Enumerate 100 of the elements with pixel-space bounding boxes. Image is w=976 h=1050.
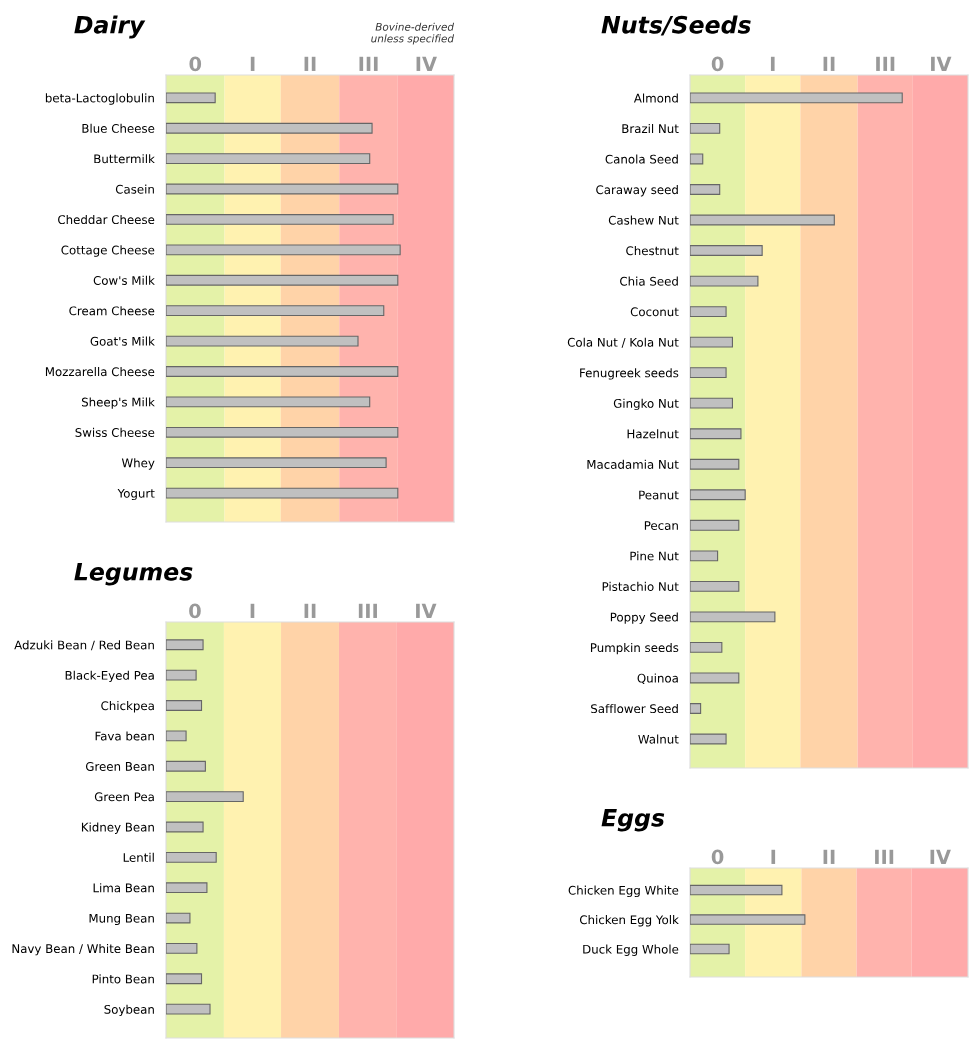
bar <box>166 882 208 894</box>
y-tick-label: Green Bean <box>85 761 154 771</box>
y-tick-label: Cream Cheese <box>69 306 155 316</box>
bar <box>166 730 187 742</box>
bar <box>166 426 399 438</box>
bar <box>690 458 740 470</box>
band-label: II <box>304 603 316 618</box>
y-tick-label: Fava bean <box>95 731 154 741</box>
bar <box>690 611 776 623</box>
bar <box>166 487 399 499</box>
y-tick-label: Cheddar Cheese <box>58 214 155 225</box>
band-label: I <box>770 56 775 71</box>
y-tick-label: Kidney Bean <box>81 822 154 834</box>
band-label: IV <box>930 849 951 864</box>
y-tick-label: Safflower Seed <box>591 703 678 714</box>
bar <box>166 214 394 225</box>
y-tick-label: Macadamia Nut <box>587 459 679 469</box>
y-tick-label: Pumpkin seeds <box>590 642 679 655</box>
band-label: IV <box>931 56 952 71</box>
band-label: II <box>304 56 316 71</box>
y-tick-label: Cola Nut / Kola Nut <box>567 337 679 348</box>
bar <box>690 672 740 684</box>
bar <box>690 184 721 195</box>
chart-title: Legumes <box>74 563 193 586</box>
bar <box>166 366 399 377</box>
y-tick-label: Pinto Bean <box>92 974 154 984</box>
bar <box>166 791 244 803</box>
band-label: III <box>875 849 894 864</box>
chart-title: Dairy <box>74 15 146 39</box>
y-tick-label: Cashew Nut <box>608 215 679 225</box>
y-tick-label: Hazelnut <box>627 429 679 439</box>
bar <box>690 367 727 379</box>
bar <box>166 639 204 651</box>
bar <box>690 397 733 409</box>
y-tick-label: Chickpea <box>101 701 154 713</box>
bar <box>166 821 204 833</box>
bar <box>690 245 763 256</box>
y-tick-label: Fenugreek seeds <box>580 368 679 380</box>
band-label: 0 <box>711 56 724 72</box>
bar <box>166 973 203 985</box>
y-tick-label: Chia Seed <box>620 276 678 286</box>
band-label: I <box>250 56 255 71</box>
bar <box>166 1003 211 1015</box>
y-tick-label: Casein <box>115 184 154 194</box>
band-label: IV <box>416 603 437 618</box>
bar <box>166 122 373 134</box>
bar <box>166 396 371 408</box>
bar <box>690 550 719 562</box>
bar <box>166 335 359 347</box>
band-label: 0 <box>189 603 201 619</box>
bar <box>690 275 759 287</box>
bar <box>690 703 702 714</box>
y-tick-label: Pine Nut <box>630 551 679 561</box>
y-tick-label: Soybean <box>104 1004 154 1017</box>
bar <box>166 92 216 104</box>
y-tick-label: Pistachio Nut <box>602 581 679 592</box>
band-label: III <box>358 603 377 618</box>
y-tick-label: beta-Lactoglobulin <box>45 93 154 105</box>
y-tick-label: Blue Cheese <box>82 123 155 133</box>
y-tick-label: Swiss Cheese <box>75 427 155 437</box>
y-tick-label: Canola Seed <box>605 154 678 164</box>
y-tick-label: Chicken Egg Yolk <box>579 915 679 927</box>
bar <box>690 122 721 134</box>
band-label: 0 <box>711 849 724 865</box>
band-label: IV <box>416 56 437 71</box>
y-tick-label: Chicken Egg White <box>568 885 679 898</box>
y-tick-label: Almond <box>633 93 678 103</box>
band-label: 0 <box>189 56 202 72</box>
bar <box>690 489 746 501</box>
y-tick-label: Coconut <box>630 307 679 317</box>
bar <box>166 943 198 954</box>
y-tick-label: Peanut <box>639 490 679 500</box>
y-tick-label: Whey <box>121 458 155 470</box>
bar <box>166 183 399 195</box>
bar <box>166 760 206 772</box>
bar <box>166 851 217 863</box>
bar <box>166 457 387 469</box>
bar <box>690 92 903 104</box>
y-tick-label: Cottage Cheese <box>61 245 155 257</box>
y-tick-label: Mung Bean <box>89 913 154 925</box>
bar <box>690 428 742 440</box>
y-tick-label: Black-Eyed Pea <box>65 670 154 683</box>
bar <box>690 153 704 165</box>
band-label: I <box>250 603 255 618</box>
y-tick-label: Sheep's Milk <box>81 397 155 409</box>
bar <box>166 700 203 711</box>
chart-title: Nuts/Seeds <box>601 15 751 36</box>
bar <box>166 305 385 317</box>
text: Bovine-derived unless specified <box>371 22 455 45</box>
y-tick-label: Gingko Nut <box>613 398 679 411</box>
bar <box>166 274 399 286</box>
band-label: II <box>823 849 835 864</box>
y-tick-label: Mozzarella Cheese <box>45 366 155 377</box>
bar <box>166 669 197 681</box>
y-tick-label: Buttermilk <box>94 154 155 164</box>
y-tick-label: Walnut <box>638 734 679 744</box>
y-tick-label: Navy Bean / White Bean <box>12 943 154 956</box>
band-label: III <box>359 56 378 71</box>
y-tick-label: Green Pea <box>94 792 154 802</box>
y-tick-label: Lima Bean <box>93 883 154 893</box>
